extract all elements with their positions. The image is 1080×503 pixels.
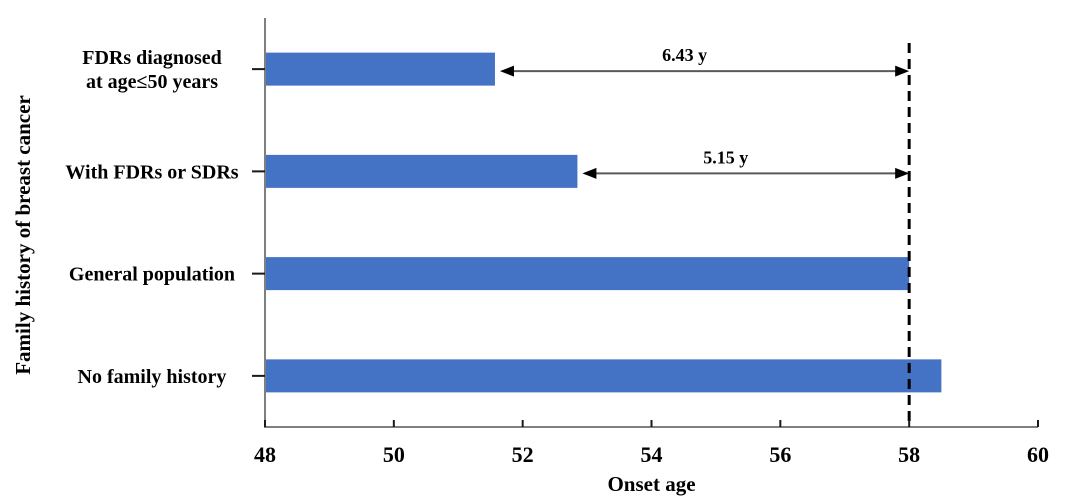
x-tick-label: 60 [1027,442,1049,467]
x-tick-label: 54 [641,442,663,467]
arrow-head-left-icon [499,65,514,77]
bar [266,359,942,393]
bar [266,52,495,86]
x-tick-label: 50 [383,442,405,467]
arrow-head-left-icon [582,167,597,179]
category-label: No family history [78,366,227,388]
category-label: With FDRs or SDRs [65,161,238,183]
category-label: FDRs diagnosed at age≤50 years [82,47,221,93]
arrow-label: 6.43 y [662,45,707,65]
arrow-head-right-icon [895,167,910,179]
y-axis-title: Family history of breast cancer [11,95,35,375]
arrow-head-right-icon [895,65,910,77]
x-tick-label: 48 [254,442,276,467]
category-label: General population [69,264,235,286]
x-tick-label: 56 [769,442,791,467]
bar [266,257,910,291]
x-tick-label: 52 [512,442,534,467]
x-tick-label: 58 [898,442,920,467]
arrow-label: 5.15 y [703,147,748,167]
x-axis-title: Onset age [607,472,695,496]
bar [266,154,578,188]
